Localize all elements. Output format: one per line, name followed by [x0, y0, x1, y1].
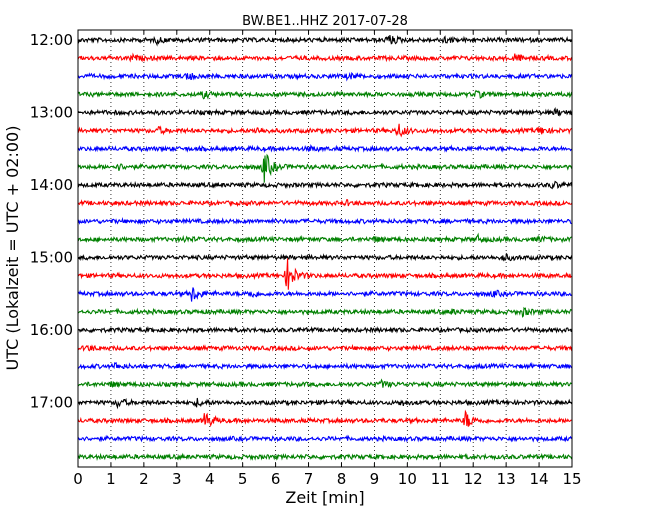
seismic-trace — [77, 452, 573, 461]
x-tick-label: 3 — [172, 470, 182, 488]
seismic-trace — [77, 252, 573, 262]
seismic-trace — [77, 361, 573, 371]
x-tick-label: 0 — [73, 470, 83, 488]
x-tick-label: 12 — [464, 470, 483, 488]
axes-frame — [77, 29, 573, 468]
seismic-trace — [77, 198, 573, 208]
x-tick-label: 8 — [337, 470, 347, 488]
grid-layer — [110, 30, 540, 467]
y-tick-label: 13:00 — [30, 104, 73, 122]
seismic-trace — [77, 378, 573, 389]
seismic-trace — [77, 306, 573, 318]
x-tick-label: 9 — [370, 470, 380, 488]
seismic-trace — [77, 217, 573, 226]
y-tick-label: 17:00 — [30, 394, 73, 412]
y-tick-label: 12:00 — [30, 31, 73, 49]
x-tick-label: 14 — [530, 470, 549, 488]
x-tick-label: 13 — [497, 470, 516, 488]
tick-layer: 0 1 2 3 4 5 6 7 8 9 10 11 12 13 14 1512:0013:0014:0015:… — [30, 30, 582, 488]
x-tick-label: 5 — [238, 470, 248, 488]
trace-layer — [77, 35, 573, 461]
x-tick-label: 6 — [271, 470, 281, 488]
seismic-trace — [77, 287, 573, 302]
seismic-trace — [77, 106, 573, 117]
seismic-trace — [77, 52, 573, 63]
seismic-trace — [77, 343, 573, 353]
x-tick-label: 4 — [205, 470, 215, 488]
seismic-trace — [77, 89, 573, 100]
seismic-trace — [77, 409, 573, 427]
seismic-trace — [77, 35, 573, 47]
chart-title: BW.BE1..HHZ 2017-07-28 — [242, 14, 408, 29]
seismic-trace — [77, 232, 573, 244]
seismic-trace — [77, 258, 573, 290]
seismic-trace — [77, 71, 573, 82]
x-tick-label: 7 — [304, 470, 314, 488]
seismic-trace — [77, 397, 573, 410]
y-tick-label: 15:00 — [30, 249, 73, 267]
seismic-trace — [77, 123, 573, 138]
y-tick-label: 14:00 — [30, 176, 73, 194]
x-tick-label: 1 — [106, 470, 116, 488]
x-tick-label: 11 — [431, 470, 450, 488]
x-axis-label: Zeit [min] — [285, 488, 364, 507]
y-tick-label: 16:00 — [30, 321, 73, 339]
seismic-trace — [77, 143, 573, 154]
x-tick-label: 2 — [139, 470, 149, 488]
seismic-trace — [77, 325, 573, 335]
y-axis-label: UTC (Lokalzeit = UTC + 02:00) — [3, 126, 22, 371]
x-tick-label: 10 — [398, 470, 417, 488]
seismic-trace — [77, 153, 573, 183]
seismic-trace — [77, 434, 573, 443]
seismic-trace — [77, 180, 573, 190]
x-tick-label: 15 — [562, 470, 581, 488]
